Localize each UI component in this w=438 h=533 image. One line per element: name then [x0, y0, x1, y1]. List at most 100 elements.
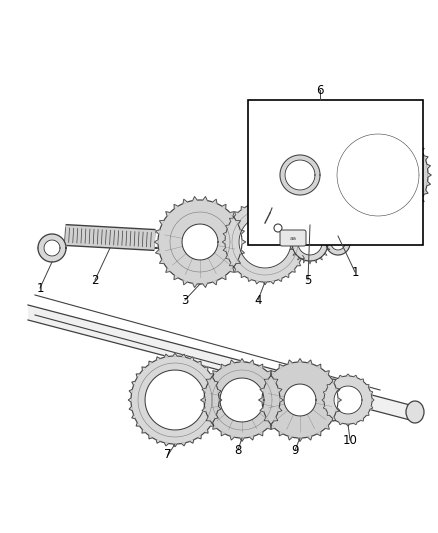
- Polygon shape: [280, 155, 320, 195]
- Polygon shape: [132, 381, 135, 385]
- Polygon shape: [304, 248, 307, 252]
- Text: 9: 9: [291, 443, 299, 456]
- Polygon shape: [241, 274, 244, 278]
- Polygon shape: [262, 362, 338, 438]
- Polygon shape: [155, 250, 160, 254]
- Polygon shape: [346, 161, 350, 167]
- Polygon shape: [332, 379, 336, 382]
- Bar: [248, 100, 423, 245]
- Polygon shape: [260, 203, 264, 207]
- Polygon shape: [260, 143, 264, 147]
- Polygon shape: [38, 234, 66, 262]
- Polygon shape: [190, 357, 194, 360]
- Polygon shape: [263, 199, 267, 202]
- Polygon shape: [181, 354, 186, 357]
- Polygon shape: [346, 424, 350, 426]
- Polygon shape: [236, 221, 240, 224]
- Polygon shape: [268, 211, 272, 215]
- Text: 4: 4: [254, 294, 262, 306]
- Polygon shape: [360, 379, 364, 382]
- Polygon shape: [183, 280, 187, 285]
- Polygon shape: [248, 278, 251, 281]
- Polygon shape: [409, 212, 412, 216]
- Polygon shape: [428, 173, 431, 177]
- Polygon shape: [154, 240, 158, 244]
- Polygon shape: [332, 417, 336, 421]
- Polygon shape: [203, 284, 207, 287]
- Polygon shape: [204, 362, 280, 438]
- Polygon shape: [334, 386, 362, 414]
- Polygon shape: [260, 388, 264, 392]
- Polygon shape: [213, 280, 217, 285]
- Polygon shape: [348, 172, 351, 177]
- Polygon shape: [325, 182, 329, 186]
- Polygon shape: [173, 444, 177, 447]
- Polygon shape: [183, 199, 187, 204]
- Polygon shape: [370, 406, 373, 409]
- Polygon shape: [336, 203, 340, 207]
- Polygon shape: [221, 364, 225, 368]
- Polygon shape: [219, 398, 222, 402]
- Polygon shape: [198, 361, 201, 365]
- Polygon shape: [218, 389, 221, 393]
- Polygon shape: [156, 440, 160, 443]
- Polygon shape: [327, 413, 330, 416]
- Polygon shape: [338, 398, 341, 402]
- Polygon shape: [250, 183, 254, 188]
- Polygon shape: [298, 231, 322, 255]
- Polygon shape: [415, 141, 419, 144]
- Polygon shape: [318, 217, 323, 221]
- Polygon shape: [225, 202, 305, 282]
- Polygon shape: [223, 248, 226, 252]
- Polygon shape: [210, 374, 214, 377]
- Polygon shape: [325, 164, 329, 168]
- Polygon shape: [173, 353, 177, 356]
- Polygon shape: [239, 216, 291, 268]
- Polygon shape: [372, 398, 374, 402]
- Polygon shape: [342, 152, 346, 157]
- Polygon shape: [385, 224, 389, 228]
- Polygon shape: [376, 122, 380, 125]
- Polygon shape: [202, 388, 206, 392]
- Polygon shape: [326, 231, 350, 255]
- Polygon shape: [203, 197, 207, 200]
- Polygon shape: [158, 200, 242, 284]
- Polygon shape: [317, 364, 321, 368]
- Polygon shape: [271, 371, 275, 375]
- Polygon shape: [307, 436, 312, 440]
- Polygon shape: [206, 379, 210, 383]
- Polygon shape: [305, 240, 308, 244]
- Polygon shape: [277, 217, 282, 221]
- Polygon shape: [230, 360, 234, 364]
- Polygon shape: [142, 430, 145, 433]
- Polygon shape: [370, 391, 373, 394]
- Polygon shape: [206, 417, 210, 421]
- Polygon shape: [332, 148, 336, 152]
- Polygon shape: [420, 148, 424, 152]
- Polygon shape: [297, 218, 300, 221]
- Polygon shape: [255, 281, 259, 284]
- Polygon shape: [164, 354, 169, 357]
- Polygon shape: [159, 221, 164, 224]
- Polygon shape: [298, 438, 302, 441]
- Polygon shape: [240, 438, 244, 441]
- Polygon shape: [393, 125, 397, 129]
- Polygon shape: [308, 221, 313, 225]
- Polygon shape: [325, 371, 329, 375]
- Polygon shape: [328, 125, 428, 225]
- Polygon shape: [376, 225, 380, 228]
- Polygon shape: [336, 408, 340, 412]
- Polygon shape: [131, 356, 219, 444]
- Polygon shape: [328, 190, 332, 194]
- Polygon shape: [28, 305, 410, 420]
- Polygon shape: [292, 225, 328, 261]
- Polygon shape: [190, 440, 194, 443]
- Polygon shape: [264, 417, 268, 421]
- Polygon shape: [132, 415, 135, 419]
- Polygon shape: [279, 203, 282, 206]
- Text: 1: 1: [36, 281, 44, 295]
- Polygon shape: [288, 360, 292, 364]
- Polygon shape: [213, 425, 217, 429]
- Polygon shape: [202, 408, 206, 412]
- Polygon shape: [270, 145, 330, 205]
